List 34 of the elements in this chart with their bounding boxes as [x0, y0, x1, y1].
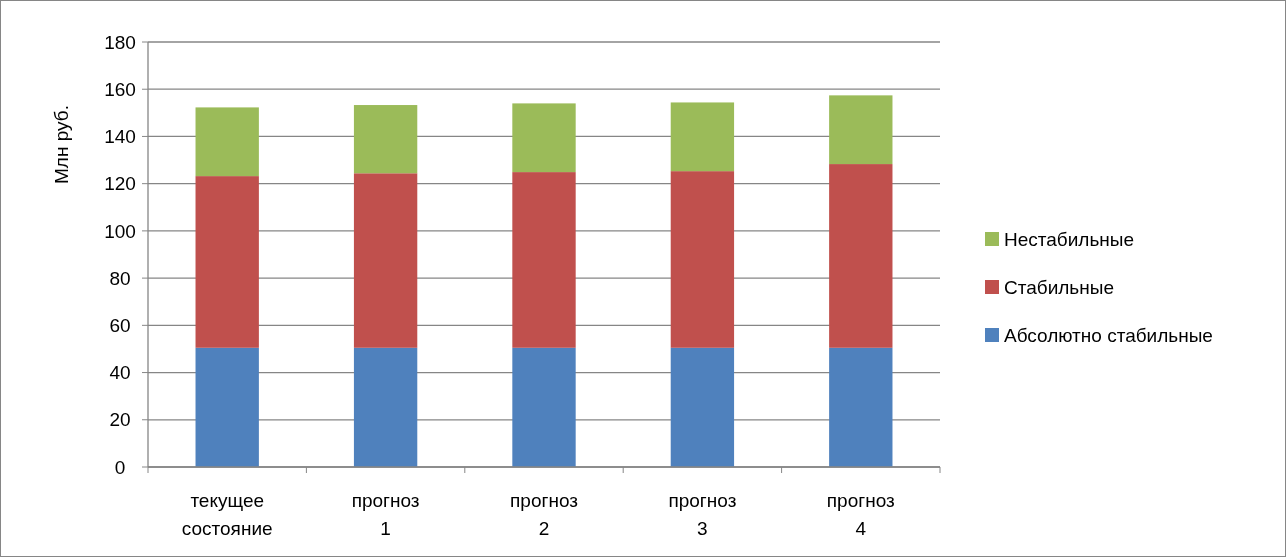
legend-label: Стабильные — [1004, 276, 1114, 298]
y-tick-label: 20 — [109, 409, 131, 431]
y-tick-label: 140 — [104, 126, 136, 148]
bar — [670, 102, 735, 172]
bar — [195, 176, 259, 348]
y-tick-label: 0 — [114, 456, 126, 478]
x-tick-label: прогноз 3 — [668, 490, 737, 539]
bar — [195, 107, 259, 177]
y-tick-label: 120 — [104, 173, 136, 195]
bar — [670, 171, 735, 348]
bar — [195, 347, 259, 467]
bar — [670, 347, 735, 467]
y-tick-label: 160 — [104, 78, 136, 100]
legend-label: Абсолютно стабильные — [1004, 324, 1213, 346]
x-tick-label: прогноз 2 — [510, 490, 578, 539]
bar — [829, 164, 893, 348]
bar — [829, 95, 893, 165]
y-tick-label: 80 — [109, 267, 131, 289]
y-tick-label: 180 — [104, 31, 136, 53]
x-tick-label: прогноз 1 — [351, 490, 420, 539]
y-tick-label: 60 — [109, 314, 131, 336]
y-tick-label: 40 — [109, 362, 131, 384]
y-tick-label: 100 — [104, 220, 136, 242]
legend-label: Нестабильные — [1004, 228, 1135, 250]
y-axis-title: Млн руб. — [51, 105, 72, 184]
bar — [512, 172, 576, 348]
bar — [353, 173, 418, 348]
bar — [829, 347, 893, 467]
bar — [353, 105, 418, 174]
bar — [512, 103, 576, 173]
bar — [353, 347, 418, 467]
x-tick-label: прогноз 4 — [826, 490, 895, 539]
x-tick-label: текущее состояние — [181, 490, 273, 539]
bar — [512, 347, 576, 467]
